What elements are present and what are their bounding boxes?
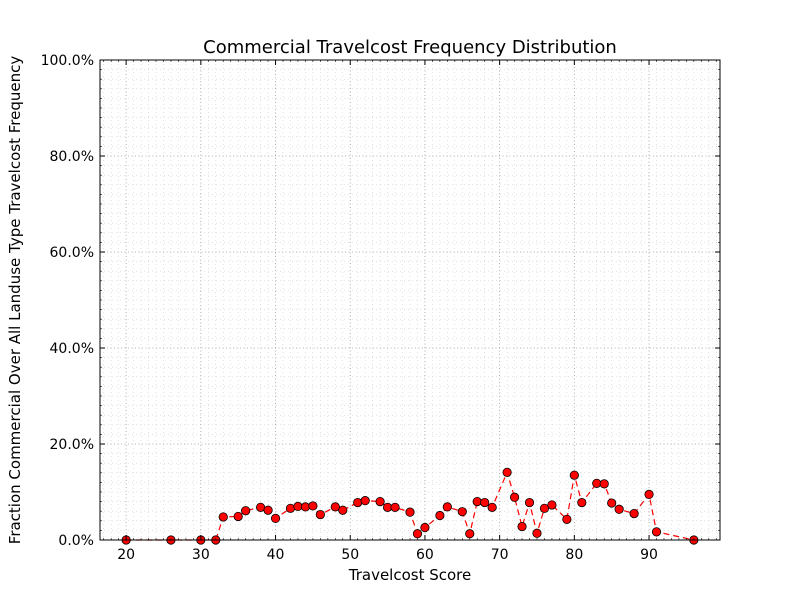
data-point bbox=[308, 501, 318, 511]
data-point bbox=[442, 502, 452, 512]
x-tick-labels: 20 30 40 50 60 70 80 90 bbox=[117, 547, 658, 563]
data-point bbox=[218, 512, 228, 522]
y-tick-label: 80.0% bbox=[50, 149, 94, 165]
y-tick-labels: 0.0% 20.0% 40.0% 60.0% 80.0% 100.0% bbox=[41, 53, 94, 549]
data-point bbox=[241, 506, 251, 516]
data-point bbox=[405, 507, 415, 517]
data-point bbox=[614, 504, 624, 514]
data-point bbox=[412, 529, 423, 539]
x-tick-label: 70 bbox=[491, 547, 509, 563]
y-tick-label: 100.0% bbox=[41, 53, 94, 69]
data-point bbox=[539, 503, 550, 513]
data-point bbox=[465, 529, 475, 539]
data-point bbox=[338, 505, 348, 515]
data-point bbox=[524, 497, 535, 508]
data-point bbox=[270, 513, 281, 524]
data-point bbox=[472, 496, 482, 507]
y-tick-label: 60.0% bbox=[50, 245, 94, 261]
x-axis-label: Travelcost Score bbox=[348, 566, 472, 584]
y-tick-label: 40.0% bbox=[50, 341, 94, 357]
x-tick-label: 40 bbox=[267, 547, 285, 563]
y-tick-label: 20.0% bbox=[50, 437, 94, 453]
data-point bbox=[487, 502, 497, 512]
data-point bbox=[599, 479, 609, 489]
x-tick-label: 60 bbox=[416, 547, 434, 563]
data-point bbox=[315, 509, 325, 520]
data-point bbox=[390, 502, 400, 512]
x-tick-label: 90 bbox=[640, 547, 658, 563]
data-point bbox=[360, 496, 370, 506]
x-tick-label: 50 bbox=[341, 547, 359, 563]
data-point bbox=[375, 496, 385, 507]
data-point bbox=[233, 511, 243, 522]
x-tick-label: 80 bbox=[565, 547, 583, 563]
data-point bbox=[285, 503, 296, 513]
data-point bbox=[457, 507, 467, 517]
data-point bbox=[517, 521, 527, 532]
y-axis-label: Fraction Commercial Over All Landuse Typ… bbox=[6, 56, 24, 545]
chart-title: Commercial Travelcost Frequency Distribu… bbox=[203, 37, 617, 58]
data-point bbox=[562, 514, 572, 524]
data-point bbox=[607, 498, 617, 508]
data-point bbox=[330, 502, 340, 512]
data-point bbox=[547, 500, 557, 510]
data-point bbox=[644, 489, 654, 499]
data-point bbox=[502, 467, 512, 477]
data-point bbox=[509, 492, 520, 502]
series-layer bbox=[121, 467, 699, 545]
ticks bbox=[100, 59, 720, 541]
data-point bbox=[263, 505, 273, 515]
data-point bbox=[435, 510, 445, 521]
data-point bbox=[480, 497, 490, 508]
data-point bbox=[569, 470, 579, 480]
x-tick-label: 30 bbox=[192, 547, 210, 563]
data-point bbox=[629, 508, 639, 519]
minor-grid bbox=[100, 60, 720, 540]
data-point bbox=[532, 528, 542, 538]
data-point bbox=[651, 527, 662, 537]
y-tick-label: 0.0% bbox=[58, 533, 94, 549]
major-grid bbox=[100, 60, 720, 540]
data-point bbox=[577, 497, 587, 508]
x-tick-label: 20 bbox=[117, 547, 135, 563]
data-point bbox=[300, 502, 311, 512]
data-point bbox=[420, 522, 430, 533]
data-point bbox=[353, 497, 363, 508]
